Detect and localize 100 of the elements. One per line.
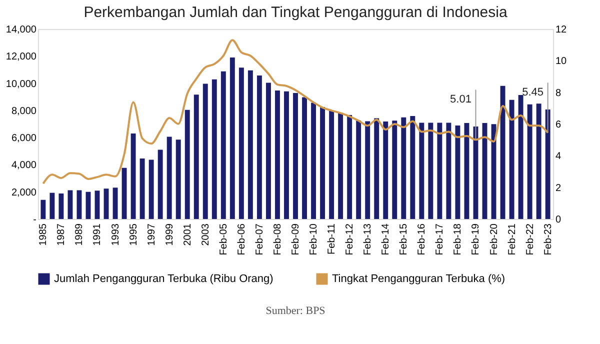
x-tick-label: Feb-18 [452, 223, 464, 256]
bar [68, 190, 73, 219]
legend-label: Tingkat Pengangguran Terbuka (%) [332, 273, 506, 285]
bar [212, 79, 217, 219]
x-tick-label: 1995 [128, 223, 140, 246]
bar [248, 70, 253, 219]
bar [536, 104, 542, 219]
bar [374, 118, 380, 219]
y2-tick-label: 12 [556, 24, 568, 36]
bar [104, 188, 109, 219]
x-tick-label: Feb-23 [542, 223, 554, 256]
x-tick-label: Feb-15 [398, 223, 410, 256]
bar [176, 140, 181, 219]
bar [122, 168, 127, 219]
y-tick-label: 6,000 [11, 133, 37, 144]
x-tick-label: Feb-09 [290, 223, 302, 256]
bar [140, 158, 145, 219]
x-tick-label: Feb-05 [218, 223, 230, 256]
y2-tick-label: 2 [556, 182, 562, 194]
chart-title: Perkembangan Jumlah dan Tingkat Pengangguran di Indonesia [84, 4, 508, 21]
bar [545, 109, 550, 219]
bar [437, 122, 442, 219]
bar [320, 107, 326, 219]
bar [50, 192, 55, 219]
bar [166, 136, 172, 219]
data-label: 5.01 [450, 94, 472, 106]
bar [518, 94, 524, 219]
bar [338, 112, 344, 219]
bar [86, 192, 91, 219]
bar [256, 76, 262, 219]
x-tick-label: 1985 [38, 223, 50, 246]
bar [130, 134, 136, 219]
bar [293, 93, 298, 219]
x-tick-label: Feb-20 [488, 223, 500, 256]
x-tick-label: 2003 [200, 223, 212, 246]
x-tick-label: Feb-19 [470, 223, 482, 256]
x-tick-label: Feb-12 [344, 223, 356, 256]
x-tick-label: Feb-10 [308, 223, 320, 256]
bar [365, 121, 370, 219]
bar [275, 90, 280, 219]
bar [266, 82, 271, 219]
bar [329, 110, 334, 219]
line-series [42, 39, 549, 185]
y-tick-label: 8,000 [11, 106, 37, 117]
bar [220, 71, 226, 219]
y2-tick-label: 10 [556, 56, 568, 68]
bar [311, 102, 316, 219]
bar [94, 190, 100, 219]
x-tick-label: Feb-11 [326, 223, 338, 254]
bar [473, 126, 478, 219]
bar [527, 104, 532, 219]
x-tick-label: 2001 [182, 223, 194, 246]
bar [230, 58, 235, 219]
bar [76, 190, 82, 219]
bar [383, 122, 388, 219]
y-tick-label: 4,000 [11, 160, 37, 172]
bar [455, 125, 460, 219]
bar [158, 150, 163, 219]
data-label: 5.45 [522, 86, 544, 99]
y2-tick-label: 4 [556, 151, 562, 162]
y-tick-label: 14,000 [6, 24, 37, 36]
bar [509, 100, 514, 219]
bar [202, 84, 208, 219]
y-tick-label: 10,000 [6, 78, 37, 90]
y-tick-label: 12,000 [6, 52, 37, 63]
x-tick-label: Feb-22 [524, 223, 536, 256]
y2-tick-label: 6 [556, 120, 562, 130]
x-tick-label: Feb-06 [236, 223, 248, 256]
y-tick-label: - [33, 214, 36, 226]
y-tick-label: 2,000 [11, 187, 37, 198]
bar [464, 123, 470, 219]
x-tick-label: Feb-13 [362, 223, 374, 256]
bar [58, 193, 64, 219]
x-tick-label: 1987 [56, 223, 68, 246]
x-tick-label: 1993 [110, 223, 122, 246]
bar [40, 200, 46, 219]
bar [284, 91, 289, 219]
x-tick-label: Feb-16 [416, 223, 428, 256]
y2-tick-label: 8 [556, 88, 562, 99]
bar [419, 122, 424, 219]
bar [194, 94, 199, 219]
y2-tick-label: 0 [556, 214, 562, 226]
bar [347, 115, 352, 219]
bar [302, 97, 307, 219]
bar [446, 122, 452, 219]
bar [410, 116, 416, 219]
bar [401, 117, 406, 219]
x-tick-label: 1991 [92, 223, 104, 246]
text: Sumber: BPS [266, 305, 326, 317]
bar [184, 110, 190, 219]
bar [238, 68, 244, 219]
bar [428, 122, 434, 219]
x-tick-label: 1999 [164, 223, 176, 246]
legend-label: Jumlah Pengangguran Terbuka (Ribu Orang) [54, 273, 274, 285]
bar [112, 188, 118, 219]
x-tick-label: Feb-07 [254, 223, 266, 256]
x-tick-label: Feb-17 [434, 223, 446, 256]
x-tick-label: 1997 [146, 223, 158, 246]
x-tick-label: 1989 [74, 223, 86, 246]
x-tick-label: Feb-21 [506, 223, 518, 256]
